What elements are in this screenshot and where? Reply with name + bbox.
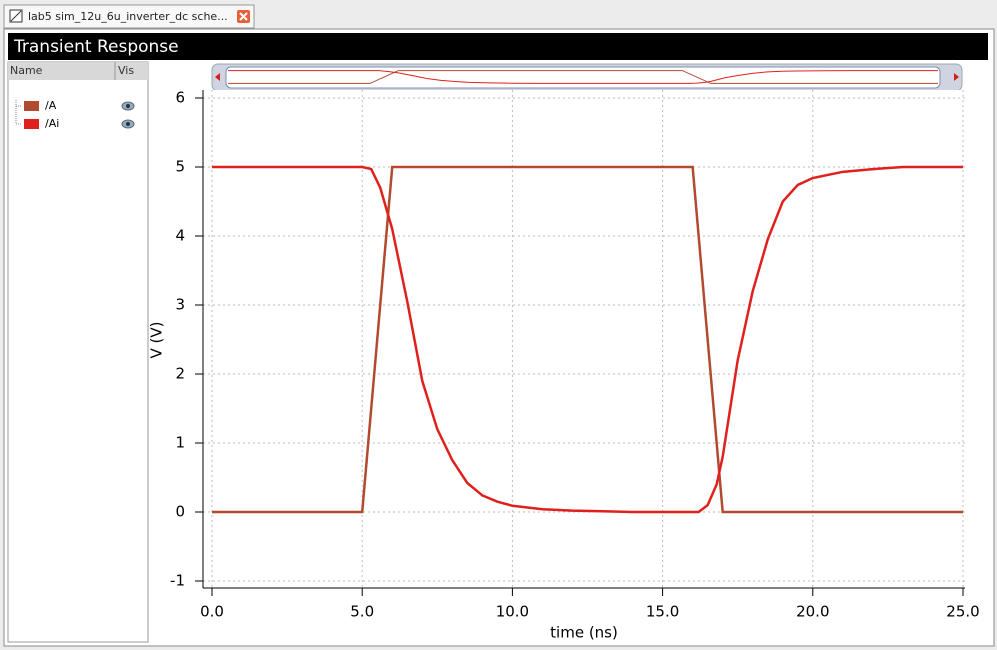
x-tick-label: 15.0 [646,603,679,621]
overview-line [228,70,938,84]
series-line [212,165,963,514]
legend-table [7,61,149,643]
overview-line [228,70,938,84]
y-tick-label: 2 [175,365,185,383]
y-tick-label: 3 [175,296,185,314]
x-tick-label: 0.0 [200,603,224,621]
header-name: Name [10,64,43,77]
x-tick-label: 20.0 [796,603,829,621]
tab[interactable] [3,4,255,29]
tab-title: lab5 sim_12u_6u_inverter_dc sche... [28,10,228,23]
x-tick-label: 25.0 [946,603,979,621]
legend-header [8,62,148,80]
y-axis-label: V (V) [148,322,166,359]
y-tick-label: 0 [175,503,185,521]
x-tick-label: 5.0 [350,603,374,621]
tree-lines [15,100,22,125]
y-tick-label: -1 [170,572,185,590]
legend-visibility-pupil [126,122,130,126]
y-tick-label: 5 [175,158,185,176]
header-vis: Vis [118,64,134,77]
tab-close-x [239,12,248,21]
plot-area [203,90,965,588]
legend-swatch [24,101,39,111]
tab-icon-stroke [10,10,22,22]
series-line [212,165,963,514]
y-tick-label: 1 [175,434,185,452]
y-tick-label: 6 [175,89,185,107]
legend-visibility-pupil [126,104,130,108]
panel-title-bar [8,33,988,60]
x-tick-label: 10.0 [496,603,529,621]
y-tick-label: 4 [175,227,185,245]
legend-label: /Ai [45,117,59,130]
legend-swatch [24,119,39,129]
legend-label: /A [45,99,57,112]
panel-title: Transient Response [13,37,179,57]
x-axis-label: time (ns) [550,624,618,642]
